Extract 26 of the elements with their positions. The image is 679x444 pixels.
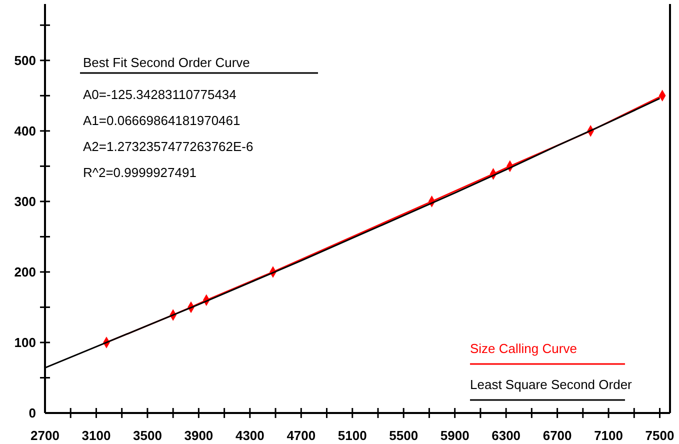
annotation: R^2=0.9999927491 xyxy=(83,165,196,180)
annotation: A1=0.06669864181970461 xyxy=(83,113,240,128)
annotation: A0=-125.34283110775434 xyxy=(83,87,236,102)
x-tick-label: 5900 xyxy=(440,428,470,443)
x-tick-label: 7100 xyxy=(594,428,623,443)
y-tick-label: 400 xyxy=(14,123,36,138)
x-tick-label: 2700 xyxy=(30,428,60,443)
x-tick-label: 6300 xyxy=(492,428,521,443)
text: Size Calling Curve xyxy=(470,341,577,356)
x-tick-label: 3900 xyxy=(184,428,214,443)
annotation: Best Fit Second Order Curve xyxy=(83,55,250,70)
x-tick-label: 5100 xyxy=(338,428,367,443)
y-tick-label: 500 xyxy=(14,52,36,68)
x-tick-label: 3500 xyxy=(133,428,162,443)
y-tick-label: 300 xyxy=(14,194,36,209)
y-tick-label: 100 xyxy=(14,335,36,350)
x-tick-label: 3100 xyxy=(82,428,111,443)
x-tick-label: 6700 xyxy=(542,428,572,443)
x-tick-label: 5500 xyxy=(389,428,418,443)
y-tick-label: 0 xyxy=(28,406,36,421)
x-tick-label: 7500 xyxy=(645,428,674,443)
annotation: A2=1.2732357477263762E-6 xyxy=(83,139,254,154)
x-tick-label: 4700 xyxy=(286,428,316,443)
x-tick-label: 4300 xyxy=(235,428,264,443)
y-tick-label: 200 xyxy=(14,264,36,280)
text: Least Square Second Order xyxy=(470,377,633,392)
